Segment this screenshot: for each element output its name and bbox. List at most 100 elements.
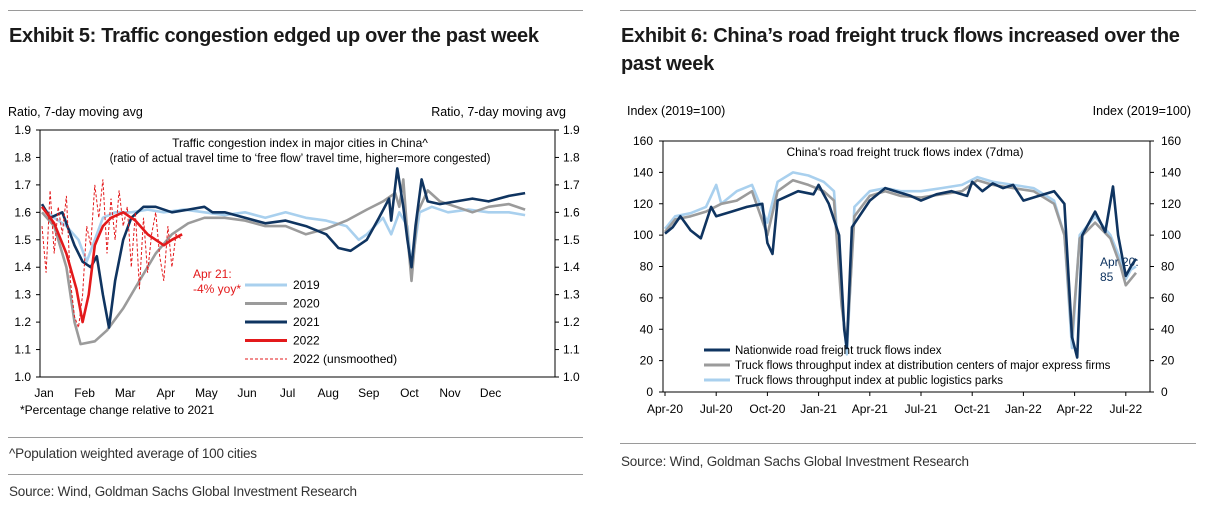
y-tick-label-left: 1.9 xyxy=(14,123,31,137)
y-tick-label-right: 1.7 xyxy=(563,178,580,192)
x-tick-label: Jul xyxy=(280,386,295,400)
y-tick-label-right: 1.8 xyxy=(563,150,580,164)
x-tick-label: May xyxy=(195,386,218,400)
legend-label: Truck flows throughput index at public l… xyxy=(735,375,1003,387)
truck-flows-chart: Index (2019=100) Index (2019=100) China's … xyxy=(627,104,1191,416)
y-tick-label-left: 100 xyxy=(633,228,653,242)
y-tick-label-right: 100 xyxy=(1161,228,1181,242)
chart-subtitle: (ratio of actual travel time to ‘free fl… xyxy=(110,153,491,165)
y-tick-label-left: 40 xyxy=(640,322,654,336)
mid-rule xyxy=(8,437,583,438)
y-tick-label-right: 0 xyxy=(1161,385,1168,399)
x-tick-label: Apr-22 xyxy=(1057,402,1093,416)
y-tick-label-left: 1.4 xyxy=(14,260,31,274)
legend-label: Truck flows throughput index at distribu… xyxy=(735,360,1111,372)
y-tick-label-left: 1.6 xyxy=(14,205,31,219)
y-tick-label-right: 1.2 xyxy=(563,315,580,329)
x-tick-label: Jan-22 xyxy=(1005,402,1042,416)
y-tick-label-left: 140 xyxy=(633,165,653,179)
y-tick-label-right: 1.6 xyxy=(563,205,580,219)
y-tick-label-right: 1.1 xyxy=(563,343,580,357)
left-exhibit-title: Exhibit 5: Traffic congestion edged up o… xyxy=(9,25,539,47)
series-line-2020 xyxy=(41,178,526,346)
y-tick-label-left: 20 xyxy=(640,354,654,368)
x-tick-label: Jul-21 xyxy=(905,402,938,416)
legend-label: 2022 xyxy=(293,334,320,348)
y-tick-label-right: 1.4 xyxy=(563,260,580,274)
legend-label: 2022 (unsmoothed) xyxy=(293,352,397,366)
x-tick-label: Jun xyxy=(237,386,256,400)
right-exhibit-title: Exhibit 6: China’s road freight truck fl… xyxy=(621,25,1180,75)
y-tick-label-right: 60 xyxy=(1161,291,1175,305)
x-tick-label: Dec xyxy=(480,386,501,400)
chart-title: Traffic congestion index in major cities… xyxy=(172,136,428,150)
top-rule xyxy=(620,10,1196,11)
y-tick-label-left: 120 xyxy=(633,197,653,211)
x-tick-label: Oct-21 xyxy=(954,402,990,416)
x-tick-label: Jul-20 xyxy=(700,402,733,416)
series-line-2019 xyxy=(41,205,526,269)
y-tick-label-right: 20 xyxy=(1161,354,1175,368)
y-tick-label-left: 60 xyxy=(640,291,654,305)
y-tick-label-right: 120 xyxy=(1161,197,1181,211)
y-tick-label-left: 1.7 xyxy=(14,178,31,192)
mid-rule xyxy=(620,443,1196,444)
left-axis-label: Ratio, 7-day moving avg xyxy=(8,105,143,119)
chart-title: China's road freight truck flows index (… xyxy=(786,145,1023,159)
x-tick-label: Sep xyxy=(358,386,380,400)
plot-frame xyxy=(39,129,556,378)
y-tick-label-right: 40 xyxy=(1161,322,1175,336)
left-source: Source: Wind, Goldman Sachs Global Inves… xyxy=(9,484,357,499)
right-exhibit-panel: Exhibit 6: China’s road freight truck fl… xyxy=(618,0,1196,513)
series-line-2022-unsmoothed xyxy=(41,179,183,328)
y-tick-label-right: 1.3 xyxy=(563,288,580,302)
y-tick-label-left: 1.8 xyxy=(14,150,31,164)
x-tick-label: Mar xyxy=(115,386,136,400)
y-tick-label-left: 0 xyxy=(646,385,653,399)
x-tick-label: Oct-20 xyxy=(749,402,785,416)
annotation-line2: 85 xyxy=(1100,270,1114,284)
x-tick-label: Jan-21 xyxy=(800,402,837,416)
y-tick-label-right: 1.9 xyxy=(563,123,580,137)
left-footnote: ^Population weighted average of 100 citi… xyxy=(9,446,257,461)
x-tick-label: Jan xyxy=(34,386,53,400)
chart-note: *Percentage change relative to 2021 xyxy=(20,403,214,417)
x-tick-label: Jul-22 xyxy=(1109,402,1142,416)
y-tick-label-left: 1.1 xyxy=(14,343,31,357)
x-tick-label: Apr-20 xyxy=(647,402,683,416)
series-line-2022 xyxy=(40,206,183,324)
y-tick-label-right: 140 xyxy=(1161,165,1181,179)
y-tick-label-left: 1.3 xyxy=(14,288,31,302)
y-tick-label-left: 160 xyxy=(633,134,653,148)
y-tick-label-right: 1.0 xyxy=(563,370,580,384)
annotation-line2: -4% yoy* xyxy=(193,282,241,296)
y-tick-label-left: 80 xyxy=(640,260,654,274)
y-tick-label-right: 1.5 xyxy=(563,233,580,247)
right-axis-label: Index (2019=100) xyxy=(1093,104,1191,118)
series-line-0 xyxy=(664,180,1138,359)
left-exhibit-panel: Exhibit 5: Traffic congestion edged up o… xyxy=(0,0,583,513)
annotation-line1: Apr 20: xyxy=(1100,255,1139,269)
x-tick-label: Apr xyxy=(156,386,175,400)
x-tick-label: Oct xyxy=(400,386,419,400)
legend-label: 2019 xyxy=(293,278,320,292)
series-line-2021 xyxy=(40,167,526,329)
x-tick-label: Nov xyxy=(439,386,460,400)
left-axis-label: Index (2019=100) xyxy=(627,104,725,118)
traffic-congestion-chart: Ratio, 7-day moving avg Ratio, 7-day movi… xyxy=(8,105,580,417)
right-source: Source: Wind, Goldman Sachs Global Inves… xyxy=(621,454,969,469)
y-tick-label-right: 160 xyxy=(1161,134,1181,148)
x-tick-label: Aug xyxy=(318,386,339,400)
legend-label: 2020 xyxy=(293,297,320,311)
legend-label: 2021 xyxy=(293,315,320,329)
bottom-rule xyxy=(8,474,583,475)
legend-label: Nationwide road freight truck flows inde… xyxy=(735,345,942,357)
y-tick-label-left: 1.5 xyxy=(14,233,31,247)
y-tick-label-right: 80 xyxy=(1161,260,1175,274)
x-tick-label: Apr-21 xyxy=(852,402,888,416)
annotation-line1: Apr 21: xyxy=(193,267,232,281)
top-rule xyxy=(8,10,583,11)
right-axis-label: Ratio, 7-day moving avg xyxy=(431,105,566,119)
y-tick-label-left: 1.2 xyxy=(14,315,31,329)
x-tick-label: Feb xyxy=(74,386,95,400)
